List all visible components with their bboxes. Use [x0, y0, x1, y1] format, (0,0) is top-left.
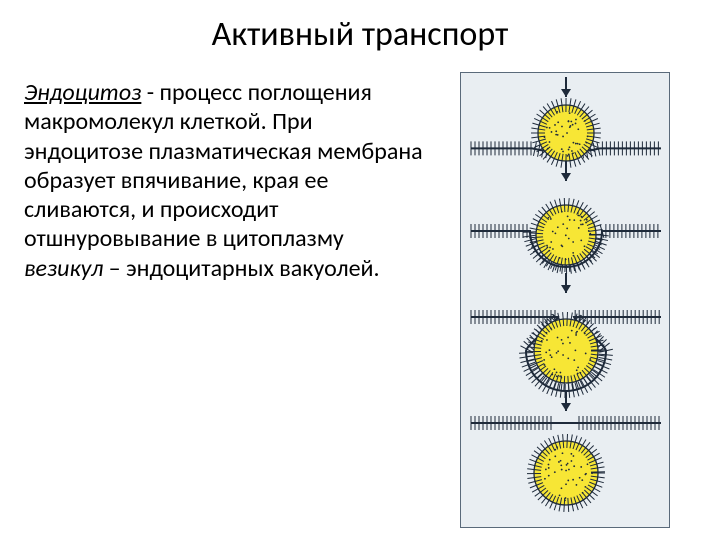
- body-paragraph: Эндоцитоз - процесс поглощения макромоле…: [24, 78, 424, 283]
- term-vesicle: везикул: [24, 254, 103, 283]
- paragraph-part2: – эндоцитарных вакуолей.: [103, 254, 379, 283]
- endocytosis-stage: [461, 183, 671, 295]
- page-title: Активный транспорт: [0, 14, 720, 55]
- endocytosis-stage: [461, 413, 671, 529]
- endocytosis-diagram: [460, 72, 670, 528]
- endocytosis-stage: [461, 295, 671, 413]
- term-endocytosis: Эндоцитоз: [24, 78, 141, 107]
- endocytosis-stage: [461, 73, 671, 183]
